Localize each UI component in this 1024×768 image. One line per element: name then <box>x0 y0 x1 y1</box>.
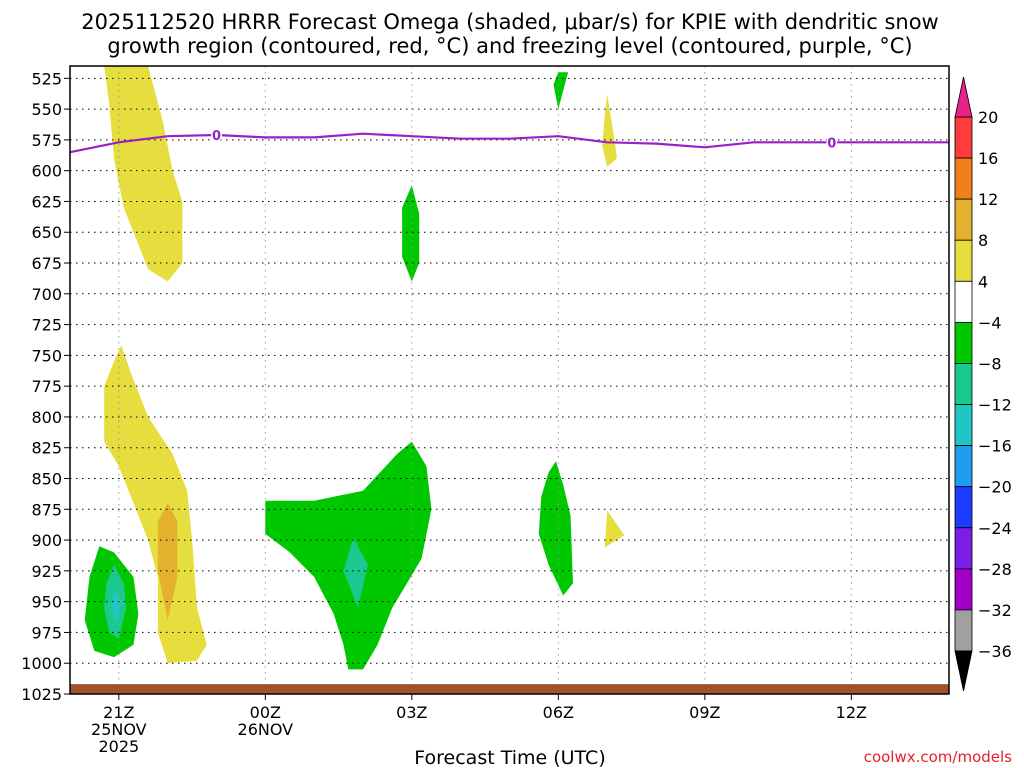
surface-band <box>70 684 949 694</box>
colorbar-label: −36 <box>978 642 1012 661</box>
x-tick-label: 2025 <box>98 737 139 756</box>
colorbar-label: 4 <box>978 272 988 291</box>
colorbar-bin <box>954 116 973 159</box>
x-axis-label: Forecast Time (UTC) <box>414 747 605 768</box>
colorbar-bin <box>954 609 973 652</box>
y-tick-label: 825 <box>31 439 62 458</box>
gridlines <box>70 66 949 694</box>
x-tick-label: 12Z <box>836 703 867 722</box>
y-tick-label: 1025 <box>21 685 62 704</box>
colorbar-bin <box>954 445 973 488</box>
colorbar-bin <box>954 568 973 611</box>
colorbar-label: −8 <box>978 354 1002 373</box>
colorbar-label: 12 <box>978 190 998 209</box>
x-tick-label: 06Z <box>543 703 574 722</box>
y-tick-label: 1000 <box>21 654 62 673</box>
freezing-level-label: 0 <box>212 129 221 144</box>
colorbar-label: −28 <box>978 560 1012 579</box>
credit-text: coolwx.com/models <box>864 748 1012 766</box>
y-tick-label: 925 <box>31 562 62 581</box>
colorbar-bottom-arrow <box>954 650 973 692</box>
colorbar-bin <box>954 280 973 323</box>
colorbar-bin <box>954 404 973 447</box>
plot-frame <box>69 65 950 695</box>
y-tick-label: 850 <box>31 470 62 489</box>
x-tick-label: 25NOV <box>91 720 147 739</box>
omega-region-6 <box>402 185 420 282</box>
omega-region-2 <box>157 503 178 621</box>
colorbar: 20 16 12 8 4 −4 −8 −12 −16 −20 −24 −28 −32 −36 <box>954 76 1012 692</box>
colorbar-label: −4 <box>978 313 1002 332</box>
y-axis-ticks: 525 550 575 600 625 650 675 700 725 750 775 800 825 8… <box>21 69 70 704</box>
omega-region-12 <box>604 510 625 548</box>
y-tick-label: 725 <box>31 316 62 335</box>
surface-terrain-band <box>70 684 949 694</box>
colorbar-bin <box>954 239 973 282</box>
omega-region-9 <box>553 72 569 110</box>
chart-title-line2: growth region (contoured, red, °C) and f… <box>107 34 912 58</box>
y-tick-label: 575 <box>31 131 62 150</box>
colorbar-label: −32 <box>978 601 1012 620</box>
colorbar-label: 20 <box>978 108 998 127</box>
freezing-level-line <box>70 132 949 154</box>
y-tick-label: 600 <box>31 162 62 181</box>
x-tick-label: 21Z <box>103 703 134 722</box>
y-tick-label: 875 <box>31 500 62 519</box>
y-tick-label: 950 <box>31 593 62 612</box>
x-tick-label: 26NOV <box>238 720 294 739</box>
colorbar-bin <box>954 527 973 570</box>
omega-shading <box>84 66 625 670</box>
colorbar-bin <box>954 198 973 241</box>
omega-region-10 <box>538 461 573 596</box>
y-tick-label: 775 <box>31 377 62 396</box>
chart-title-line1: 2025112520 HRRR Forecast Omega (shaded, … <box>81 10 938 34</box>
y-tick-label: 625 <box>31 192 62 211</box>
omega-region-5 <box>111 586 122 624</box>
y-tick-label: 975 <box>31 623 62 642</box>
colorbar-label: −12 <box>978 396 1012 415</box>
omega-region-1 <box>104 345 207 664</box>
colorbar-bin <box>954 157 973 200</box>
y-tick-label: 900 <box>31 531 62 550</box>
colorbar-bin <box>954 486 973 529</box>
colorbar-top-arrow <box>954 76 973 118</box>
y-tick-label: 675 <box>31 254 62 273</box>
y-tick-label: 700 <box>31 285 62 304</box>
y-tick-label: 550 <box>31 100 62 119</box>
y-tick-label: 650 <box>31 223 62 242</box>
colorbar-label: −24 <box>978 519 1012 538</box>
freezing-level-label: 0 <box>827 136 836 151</box>
x-tick-label: 09Z <box>689 703 720 722</box>
y-tick-label: 525 <box>31 69 62 88</box>
omega-region-0 <box>104 66 183 282</box>
omega-region-8 <box>343 537 368 608</box>
colorbar-label: −20 <box>978 478 1012 497</box>
y-tick-label: 800 <box>31 408 62 427</box>
omega-region-11 <box>602 94 617 167</box>
colorbar-label: 8 <box>978 231 988 250</box>
colorbar-bin <box>954 363 973 405</box>
colorbar-label: −16 <box>978 437 1012 456</box>
colorbar-bin <box>954 321 973 364</box>
y-tick-label: 750 <box>31 346 62 365</box>
colorbar-label: 16 <box>978 149 998 168</box>
x-tick-label: 00Z <box>250 703 281 722</box>
x-tick-label: 03Z <box>396 703 427 722</box>
